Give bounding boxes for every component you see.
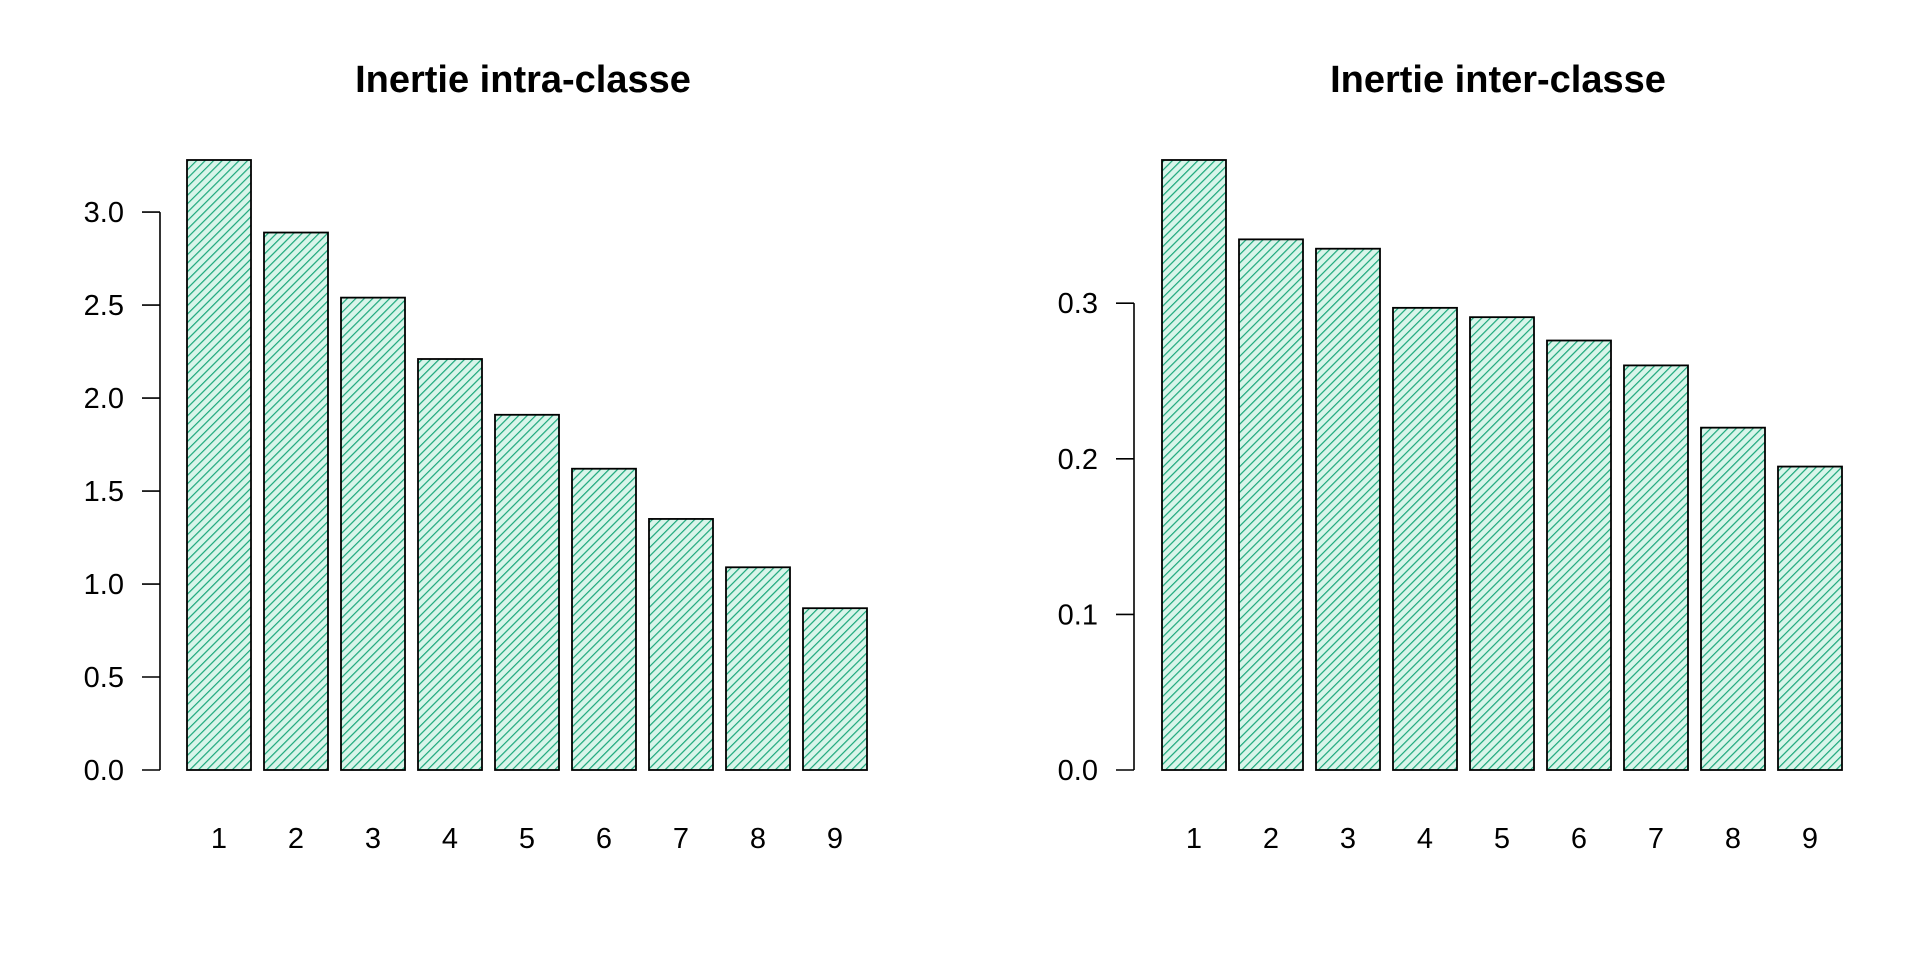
bar-fill — [1547, 340, 1611, 770]
x-tick-label: 8 — [1725, 823, 1741, 855]
bar-fill — [803, 608, 867, 770]
bar-outline — [186, 159, 252, 771]
bar-3 — [340, 296, 406, 771]
bar-outline — [1392, 306, 1458, 771]
bar-outline — [648, 518, 714, 771]
bar-outline — [1623, 364, 1689, 771]
bar-fill — [1470, 317, 1534, 770]
bar-fill — [264, 232, 328, 770]
bar-outline — [1777, 465, 1843, 771]
x-tick-label: 6 — [1571, 823, 1587, 855]
y-tick-label: 3.0 — [84, 197, 124, 229]
bar-fill — [1701, 427, 1765, 770]
bar-fill — [1316, 248, 1380, 770]
bar-outline — [571, 467, 637, 771]
x-tick-label: 5 — [519, 823, 535, 855]
y-tick-label: 0.3 — [1058, 288, 1098, 320]
bar-2 — [1238, 238, 1304, 771]
bar-outline — [1546, 339, 1612, 771]
bar-fill — [418, 358, 482, 770]
bar-4 — [1392, 306, 1458, 771]
chart-inertie-intra: Inertie intra-classe 0.0 0.5 1.0 1.5 2.0 2.5 3… — [84, 59, 868, 855]
bar-outline — [263, 231, 329, 771]
bar-outline — [1161, 159, 1227, 771]
bar-5 — [494, 413, 560, 771]
bar-outline — [1700, 426, 1766, 771]
x-tick-label: 6 — [596, 823, 612, 855]
x-tick-label: 3 — [365, 823, 381, 855]
bar-3 — [1315, 247, 1381, 771]
bar-4 — [417, 358, 483, 771]
bar-fill — [1239, 239, 1303, 770]
bar-fill — [1393, 307, 1457, 770]
x-tick-label: 2 — [288, 823, 304, 855]
y-tick-label: 0.0 — [1058, 755, 1098, 787]
x-tick-label: 9 — [1802, 823, 1818, 855]
y-axis: 0.0 0.5 1.0 1.5 2.0 2.5 3.0 — [84, 197, 161, 787]
bar-9 — [802, 607, 868, 771]
bar-fill — [341, 297, 405, 770]
bar-7 — [1623, 364, 1689, 771]
x-tick-label: 1 — [211, 823, 227, 855]
bar-6 — [571, 467, 637, 771]
bar-outline — [1315, 247, 1381, 771]
chart-title: Inertie inter-classe — [1330, 59, 1666, 101]
bar-outline — [725, 566, 791, 771]
bar-outline — [802, 607, 868, 771]
x-tick-label: 7 — [673, 823, 689, 855]
x-tick-label: 8 — [750, 823, 766, 855]
chart-title: Inertie intra-classe — [355, 59, 691, 101]
y-tick-label: 0.0 — [84, 755, 124, 787]
bar-2 — [263, 231, 329, 771]
bar-8 — [1700, 426, 1766, 771]
bar-fill — [649, 518, 713, 770]
x-tick-labels: 1 2 3 4 5 6 7 8 9 — [1186, 823, 1818, 855]
y-tick-label: 0.5 — [84, 662, 124, 694]
y-tick-label: 1.0 — [84, 569, 124, 601]
bar-9 — [1777, 465, 1843, 771]
x-tick-labels: 1 2 3 4 5 6 7 8 9 — [211, 823, 843, 855]
bar-fill — [1162, 160, 1226, 770]
y-tick-label: 2.0 — [84, 383, 124, 415]
bar-1 — [1161, 159, 1227, 771]
bar-fill — [187, 160, 251, 770]
bar-group — [1161, 159, 1843, 771]
y-tick-label: 0.1 — [1058, 599, 1098, 631]
bar-outline — [340, 296, 406, 771]
chart-inertie-inter: Inertie inter-classe 0.0 0.1 0.2 0.3 1 2 3 4 5 6… — [1058, 59, 1843, 855]
bar-fill — [726, 567, 790, 770]
x-tick-label: 3 — [1340, 823, 1356, 855]
bar-fill — [495, 414, 559, 770]
bar-fill — [572, 468, 636, 770]
bar-5 — [1469, 316, 1535, 771]
x-tick-label: 9 — [827, 823, 843, 855]
bar-group — [186, 159, 868, 771]
bar-6 — [1546, 339, 1612, 771]
y-tick-label: 0.2 — [1058, 444, 1098, 476]
x-tick-label: 4 — [1417, 823, 1433, 855]
bar-7 — [648, 518, 714, 771]
y-axis: 0.0 0.1 0.2 0.3 — [1058, 288, 1135, 787]
x-tick-label: 2 — [1263, 823, 1279, 855]
bar-1 — [186, 159, 252, 771]
x-tick-label: 4 — [442, 823, 458, 855]
bar-outline — [417, 358, 483, 771]
bar-8 — [725, 566, 791, 771]
bar-outline — [1469, 316, 1535, 771]
bar-outline — [494, 413, 560, 771]
bar-fill — [1778, 466, 1842, 770]
bar-fill — [1624, 365, 1688, 770]
x-tick-label: 1 — [1186, 823, 1202, 855]
x-tick-label: 5 — [1494, 823, 1510, 855]
x-tick-label: 7 — [1648, 823, 1664, 855]
bar-outline — [1238, 238, 1304, 771]
y-tick-label: 1.5 — [84, 476, 124, 508]
y-tick-label: 2.5 — [84, 290, 124, 322]
